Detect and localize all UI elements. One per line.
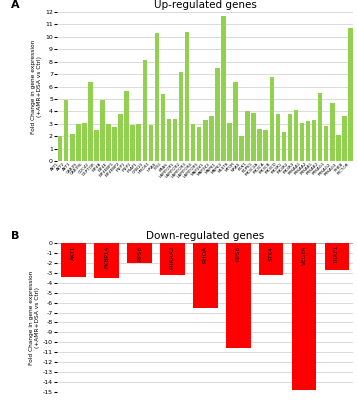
Bar xyxy=(324,126,328,161)
Bar xyxy=(100,100,105,161)
Bar xyxy=(124,92,129,161)
Text: PRKAA2: PRKAA2 xyxy=(170,246,175,269)
Bar xyxy=(161,94,165,161)
Bar xyxy=(288,114,292,161)
Bar xyxy=(191,124,195,161)
Bar xyxy=(300,122,304,161)
Bar xyxy=(263,130,268,161)
Bar xyxy=(294,110,298,161)
Bar xyxy=(259,243,283,275)
Bar xyxy=(88,82,93,161)
Bar xyxy=(282,132,286,161)
Bar xyxy=(226,243,251,348)
Bar xyxy=(70,134,75,161)
Bar xyxy=(185,32,190,161)
Bar xyxy=(203,120,207,161)
Bar xyxy=(336,135,341,161)
Bar xyxy=(160,243,185,275)
Bar xyxy=(167,119,171,161)
Bar xyxy=(330,103,335,161)
Bar xyxy=(94,130,99,161)
Bar xyxy=(155,33,159,161)
Bar xyxy=(245,111,250,161)
Bar xyxy=(179,72,183,161)
Bar xyxy=(342,116,347,161)
Bar xyxy=(276,114,280,161)
Bar xyxy=(215,68,220,161)
Bar xyxy=(149,125,153,161)
Bar xyxy=(221,16,226,161)
Text: A: A xyxy=(11,0,20,10)
Bar xyxy=(312,120,316,161)
Bar xyxy=(127,243,152,263)
Text: RHOA: RHOA xyxy=(203,246,208,263)
Bar xyxy=(58,136,62,161)
Title: Up-regulated genes: Up-regulated genes xyxy=(154,0,257,10)
Bar xyxy=(76,124,81,161)
Bar xyxy=(142,60,147,161)
Bar xyxy=(318,93,322,161)
Text: B: B xyxy=(11,231,20,241)
Text: FKBP1A: FKBP1A xyxy=(104,246,109,268)
Bar xyxy=(173,119,177,161)
Bar xyxy=(257,129,262,161)
Bar xyxy=(193,243,218,308)
Bar xyxy=(82,122,87,161)
Bar xyxy=(197,128,201,161)
Bar xyxy=(106,124,111,161)
Bar xyxy=(119,114,123,161)
Bar xyxy=(348,28,353,161)
Bar xyxy=(306,121,310,161)
Bar xyxy=(239,136,244,161)
Bar xyxy=(112,128,117,161)
Title: Down-regulated genes: Down-regulated genes xyxy=(146,231,265,241)
Text: TRAF1: TRAF1 xyxy=(335,246,340,264)
Bar xyxy=(136,124,141,161)
Bar xyxy=(251,112,256,161)
Bar xyxy=(292,243,316,390)
Bar xyxy=(227,122,232,161)
Text: RPS6: RPS6 xyxy=(137,246,142,261)
Text: AKT1: AKT1 xyxy=(71,246,76,260)
Bar xyxy=(64,100,69,161)
Bar xyxy=(61,243,86,277)
Text: RPS6: RPS6 xyxy=(236,246,241,261)
Bar xyxy=(209,116,213,161)
Y-axis label: Fold Change in gene expression
(+AMR+DSA vs Ctrl): Fold Change in gene expression (+AMR+DSA… xyxy=(31,39,42,134)
Bar xyxy=(130,125,135,161)
Bar xyxy=(233,82,238,161)
Bar xyxy=(325,243,349,270)
Y-axis label: Fold Change in gene expression
(+AMR+DSA vs Ctrl): Fold Change in gene expression (+AMR+DSA… xyxy=(29,270,40,365)
Bar xyxy=(270,76,274,161)
Text: VEGFA: VEGFA xyxy=(302,246,307,265)
Bar xyxy=(94,243,119,278)
Text: STK4: STK4 xyxy=(268,246,273,261)
